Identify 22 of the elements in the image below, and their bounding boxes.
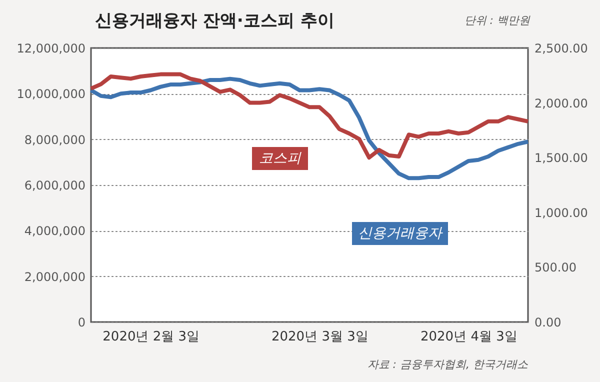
text: 자료 : 금융투자협회, 한국거래소 [367, 358, 529, 371]
y2-tick-label: 1,500.00 [534, 151, 588, 166]
text: 신용거래융자 [358, 226, 443, 242]
y-tick-label: 4,000,000 [24, 224, 86, 238]
x-tick-label: 2020년 3월 3일 [271, 330, 368, 344]
y-tick-label: 0 [78, 316, 86, 330]
y2-tick-label: 500.00 [534, 260, 576, 275]
text: 단위 : 백만원 [464, 14, 531, 27]
y-tick-label: 8,000,000 [24, 132, 86, 147]
x-tick-label: 2020년 2월 3일 [102, 330, 200, 344]
y2-tick-label: 2,500.00 [534, 42, 588, 56]
y2-tick-label: 0.00 [534, 316, 562, 330]
y-tick-label: 2,000,000 [24, 270, 86, 284]
x-tick-label: 2020년 4월 3일 [420, 330, 518, 344]
y-tick-label: 6,000,000 [24, 178, 86, 192]
text: 코스피 [259, 150, 302, 166]
y2-tick-label: 2,000.00 [534, 96, 588, 110]
y2-tick-label: 1,000.00 [534, 206, 588, 220]
line-series [89, 76, 530, 180]
y-tick-label: 12,000,000 [16, 42, 86, 56]
chart-title: 신용거래융자 잔액·코스피 추이 [95, 11, 334, 31]
y-tick-label: 10,000,000 [16, 87, 86, 102]
